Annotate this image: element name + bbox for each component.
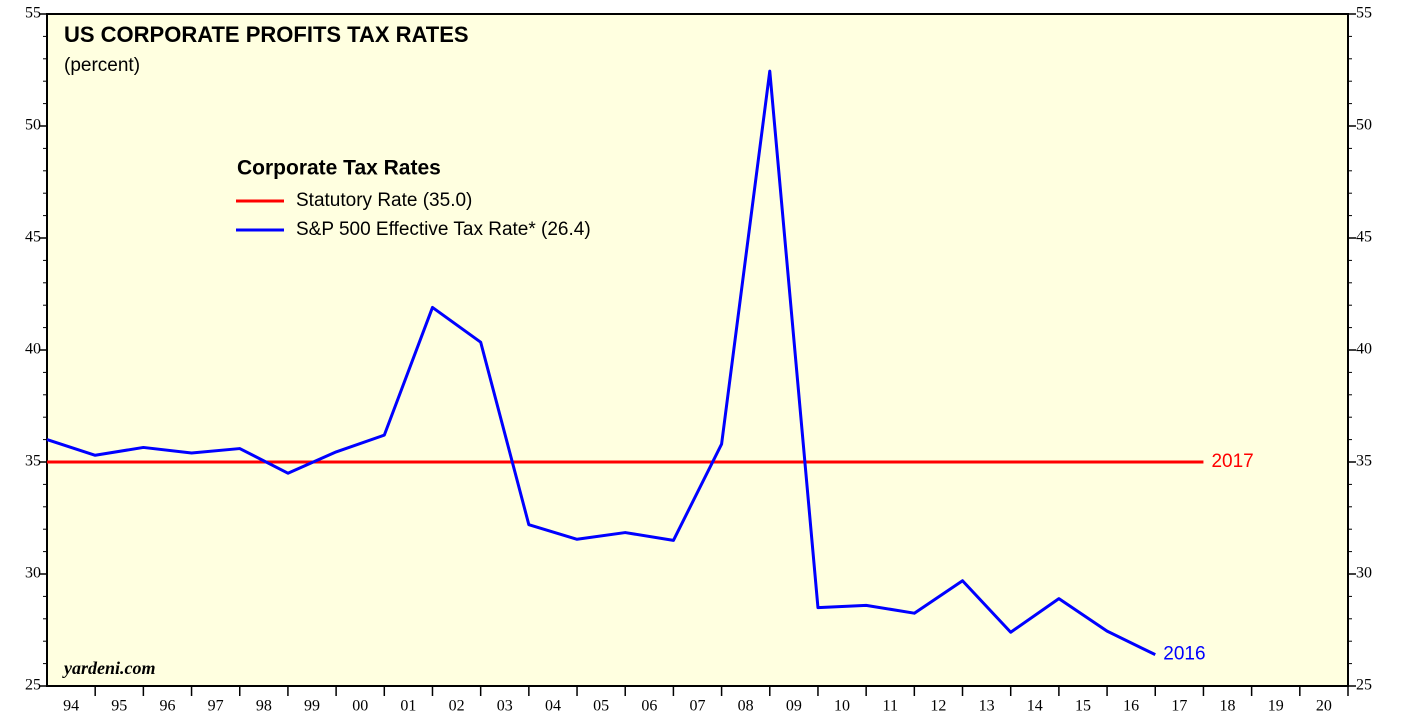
x-tick-label: 00 <box>352 698 368 715</box>
x-tick-label: 18 <box>1220 698 1236 715</box>
x-tick-label: 10 <box>834 698 850 715</box>
series-line <box>46 69 1156 656</box>
chart-title: US CORPORATE PROFITS TAX RATES <box>64 22 469 47</box>
x-tick-label: 99 <box>304 698 320 715</box>
y2-tick-label: 40 <box>1356 341 1372 358</box>
x-tick-label: 98 <box>256 698 272 715</box>
y-tick-label: 50 <box>25 117 41 134</box>
x-tick-label: 14 <box>1027 698 1043 715</box>
y2-tick-label: 45 <box>1356 229 1372 246</box>
y2-tick-label: 30 <box>1356 565 1372 582</box>
chart-subtitle: (percent) <box>64 55 140 76</box>
x-tick-label: 12 <box>930 698 946 715</box>
x-tick-label: 06 <box>641 698 657 715</box>
y2-tick-label: 25 <box>1356 677 1372 694</box>
x-tick-label: 94 <box>63 698 79 715</box>
y-tick-label: 25 <box>25 677 41 694</box>
y2-tick-label: 50 <box>1356 117 1372 134</box>
source: yardeni.com <box>62 658 156 678</box>
x-tick-label: 19 <box>1268 698 1284 715</box>
x-tick-label: 05 <box>593 698 609 715</box>
x-tick-label: 20 <box>1316 698 1332 715</box>
legend-label: S&P 500 Effective Tax Rate* (26.4) <box>296 219 591 240</box>
end-label: 2016 <box>1163 644 1205 665</box>
y-tick-label: 45 <box>25 229 41 246</box>
x-tick-label: 11 <box>883 698 898 715</box>
legend-title: Corporate Tax Rates <box>237 157 441 180</box>
x-tick-label: 01 <box>400 698 416 715</box>
y2-tick-label: 55 <box>1356 5 1372 22</box>
x-tick-label: 97 <box>208 698 224 715</box>
x-tick-label: 03 <box>497 698 513 715</box>
y-tick-label: 35 <box>25 453 41 470</box>
y-tick-label: 30 <box>25 565 41 582</box>
x-tick-label: 16 <box>1123 698 1139 715</box>
x-tick-label: 96 <box>159 698 175 715</box>
x-tick-label: 04 <box>545 698 561 715</box>
end-label: 2017 <box>1211 451 1253 472</box>
x-tick-label: 07 <box>690 698 706 715</box>
x-tick-label: 09 <box>786 698 802 715</box>
legend-label: Statutory Rate (35.0) <box>296 190 472 211</box>
y2-tick-label: 35 <box>1356 453 1372 470</box>
x-tick-label: 17 <box>1171 698 1187 715</box>
y-tick-label: 40 <box>25 341 41 358</box>
x-tick-label: 08 <box>738 698 754 715</box>
x-tick-label: 95 <box>111 698 127 715</box>
x-tick-label: 15 <box>1075 698 1091 715</box>
x-tick-label: 13 <box>979 698 995 715</box>
y-tick-label: 55 <box>25 5 41 22</box>
x-tick-label: 02 <box>449 698 465 715</box>
plot-area <box>46 13 1349 687</box>
